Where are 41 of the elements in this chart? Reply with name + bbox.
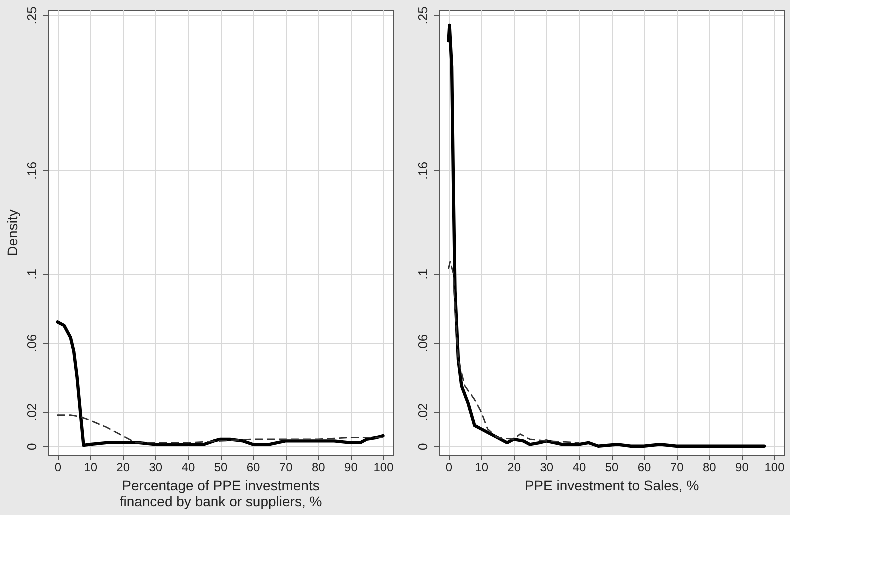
x-tick-label: 40 <box>572 460 586 474</box>
x-tick-label: 10 <box>475 460 489 474</box>
y-tick-label: .1 <box>416 268 430 280</box>
x-tick-label: 90 <box>344 460 358 474</box>
x-tick-label: 50 <box>605 460 619 474</box>
y-axis-title: Density <box>4 210 20 256</box>
x-tick-label: 20 <box>508 460 522 474</box>
x-tick-label: 20 <box>116 460 130 474</box>
y-tick-label: .1 <box>24 268 40 280</box>
x-tick-label: 80 <box>312 460 326 474</box>
x-tick-label: 80 <box>702 460 717 474</box>
x-tick-label: 30 <box>540 460 554 474</box>
line-series <box>447 24 766 448</box>
x-tick-label: 40 <box>182 460 196 474</box>
y-tick-label: .06 <box>24 334 40 352</box>
x-tick-label: 70 <box>670 460 684 474</box>
line-series <box>448 261 580 444</box>
x-tick-label: 100 <box>374 460 394 474</box>
y-tick-label: .06 <box>416 334 430 352</box>
y-tick-label: .16 <box>24 162 40 180</box>
x-tick-label: 100 <box>764 460 786 474</box>
x-tick-label: 60 <box>638 460 652 474</box>
y-tick-label: .02 <box>416 403 430 422</box>
x-tick-label: 90 <box>736 460 750 474</box>
y-tick-label: .16 <box>416 162 430 180</box>
x-tick-label: 30 <box>149 460 163 474</box>
x-tick-label: 50 <box>214 460 228 474</box>
x-axis-title: Percentage of PPE investments financed by bank or suppliers, % <box>120 478 322 510</box>
x-tick-label: 0 <box>446 460 453 474</box>
x-axis-title: PPE investment to Sales, % <box>524 478 700 494</box>
y-tick-label: 0 <box>416 443 430 450</box>
x-tick-label: 60 <box>246 460 261 474</box>
x-tick-label: 0 <box>54 460 62 474</box>
y-tick-label: .02 <box>24 403 40 422</box>
y-tick-label: 0 <box>24 443 40 450</box>
y-tick-label: .25 <box>24 6 40 25</box>
x-tick-label: 10 <box>84 460 98 474</box>
line-series <box>57 414 384 444</box>
y-tick-label: .25 <box>416 6 430 25</box>
line-series <box>56 320 385 448</box>
x-tick-label: 70 <box>279 460 294 474</box>
